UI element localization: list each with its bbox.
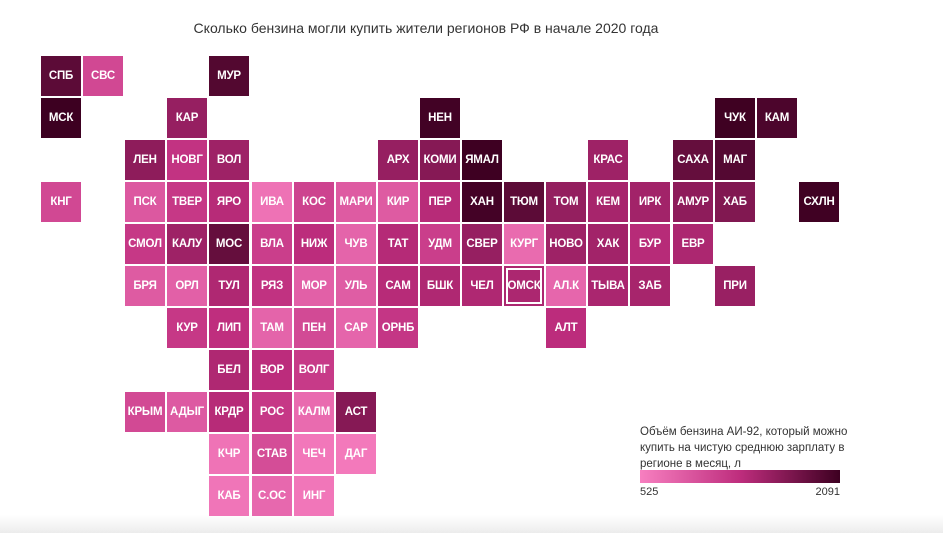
region-tile-37[interactable]: ВЛА [252,224,292,264]
region-tile-0[interactable]: СПБ [41,56,81,96]
legend-max-label: 2091 [815,486,840,498]
bottom-band [0,515,943,533]
region-tile-43[interactable]: КУРГ [504,224,544,264]
region-tile-51[interactable]: РЯЗ [252,266,292,306]
region-tile-73[interactable]: АДЫГ [167,392,207,432]
region-tile-63[interactable]: ЛИП [209,308,249,348]
region-tile-36[interactable]: МОС [209,224,249,264]
region-tile-67[interactable]: ОРНБ [378,308,418,348]
chart-title: Сколько бензина могли купить жители реги… [193,20,659,36]
region-tile-84[interactable]: ИНГ [294,476,334,516]
region-tile-46[interactable]: БУР [630,224,670,264]
region-tile-34[interactable]: СМОЛ [125,224,165,264]
region-tile-75[interactable]: РОС [252,392,292,432]
region-tile-41[interactable]: УДМ [420,224,460,264]
region-tile-54[interactable]: САМ [378,266,418,306]
region-tile-33[interactable]: СХЛН [799,182,839,222]
region-tile-48[interactable]: БРЯ [125,266,165,306]
region-tile-45[interactable]: ХАК [588,224,628,264]
region-tile-6[interactable]: ЧУК [715,98,755,138]
region-tile-55[interactable]: БШК [420,266,460,306]
region-tile-52[interactable]: МОР [294,266,334,306]
region-tile-31[interactable]: АМУР [673,182,713,222]
region-tile-56[interactable]: ЧЕЛ [462,266,502,306]
region-tile-5[interactable]: НЕН [420,98,460,138]
region-tile-61[interactable]: ПРИ [715,266,755,306]
region-tile-7[interactable]: КАМ [757,98,797,138]
region-tile-42[interactable]: СВЕР [462,224,502,264]
region-tile-17[interactable]: КНГ [41,182,81,222]
region-tile-32[interactable]: ХАБ [715,182,755,222]
region-tile-78[interactable]: КЧР [209,434,249,474]
region-tile-22[interactable]: КОС [294,182,334,222]
region-tile-39[interactable]: ЧУВ [336,224,376,264]
region-tile-66[interactable]: САР [336,308,376,348]
region-tile-50[interactable]: ТУЛ [209,266,249,306]
region-tile-11[interactable]: АРХ [378,140,418,180]
region-tile-15[interactable]: САХА [673,140,713,180]
region-tile-53[interactable]: УЛЬ [336,266,376,306]
legend-title: Объём бензина АИ-92, который можно купит… [640,426,848,470]
region-tile-69[interactable]: БЕЛ [209,350,249,390]
region-tile-12[interactable]: КОМИ [420,140,460,180]
region-tile-24[interactable]: КИР [378,182,418,222]
region-tile-83[interactable]: С.ОС [252,476,292,516]
region-tile-71[interactable]: ВОЛГ [294,350,334,390]
legend-gradient-bar [640,470,840,483]
region-tile-70[interactable]: ВОР [252,350,292,390]
region-tile-27[interactable]: ТЮМ [504,182,544,222]
region-tile-29[interactable]: КЕМ [588,182,628,222]
region-tile-47[interactable]: ЕВР [673,224,713,264]
region-tile-13[interactable]: ЯМАЛ [462,140,502,180]
region-tile-21[interactable]: ИВА [252,182,292,222]
region-tile-82[interactable]: КАБ [209,476,249,516]
region-tile-14[interactable]: КРАС [588,140,628,180]
region-tile-2[interactable]: МУР [209,56,249,96]
region-tile-57[interactable]: ОМСК [504,266,544,306]
region-tile-35[interactable]: КАЛУ [167,224,207,264]
region-tile-4[interactable]: КАР [167,98,207,138]
region-tile-8[interactable]: ЛЕН [125,140,165,180]
region-tile-40[interactable]: ТАТ [378,224,418,264]
region-tile-20[interactable]: ЯРО [209,182,249,222]
region-tile-72[interactable]: КРЫМ [125,392,165,432]
region-tile-79[interactable]: СТАВ [252,434,292,474]
region-tile-3[interactable]: МСК [41,98,81,138]
region-tile-38[interactable]: НИЖ [294,224,334,264]
region-tile-10[interactable]: ВОЛ [209,140,249,180]
region-tile-64[interactable]: ТАМ [252,308,292,348]
region-tile-16[interactable]: МАГ [715,140,755,180]
region-tile-9[interactable]: НОВГ [167,140,207,180]
legend-min-label: 525 [640,486,659,498]
region-tile-58[interactable]: АЛ.К [546,266,586,306]
region-tile-77[interactable]: АСТ [336,392,376,432]
region-tile-60[interactable]: ЗАБ [630,266,670,306]
region-tile-23[interactable]: МАРИ [336,182,376,222]
region-tile-25[interactable]: ПЕР [420,182,460,222]
region-tile-1[interactable]: СВС [83,56,123,96]
region-tile-44[interactable]: НОВО [546,224,586,264]
region-tile-49[interactable]: ОРЛ [167,266,207,306]
region-tile-59[interactable]: ТЫВА [588,266,628,306]
region-tile-62[interactable]: КУР [167,308,207,348]
region-tile-26[interactable]: ХАН [462,182,502,222]
region-tile-80[interactable]: ЧЕЧ [294,434,334,474]
region-tile-30[interactable]: ИРК [630,182,670,222]
region-tile-65[interactable]: ПЕН [294,308,334,348]
region-tile-18[interactable]: ПСК [125,182,165,222]
region-tile-19[interactable]: ТВЕР [167,182,207,222]
region-tile-68[interactable]: АЛТ [546,308,586,348]
region-tile-28[interactable]: ТОМ [546,182,586,222]
region-tile-76[interactable]: КАЛМ [294,392,334,432]
region-tile-81[interactable]: ДАГ [336,434,376,474]
region-tile-74[interactable]: КРДР [209,392,249,432]
